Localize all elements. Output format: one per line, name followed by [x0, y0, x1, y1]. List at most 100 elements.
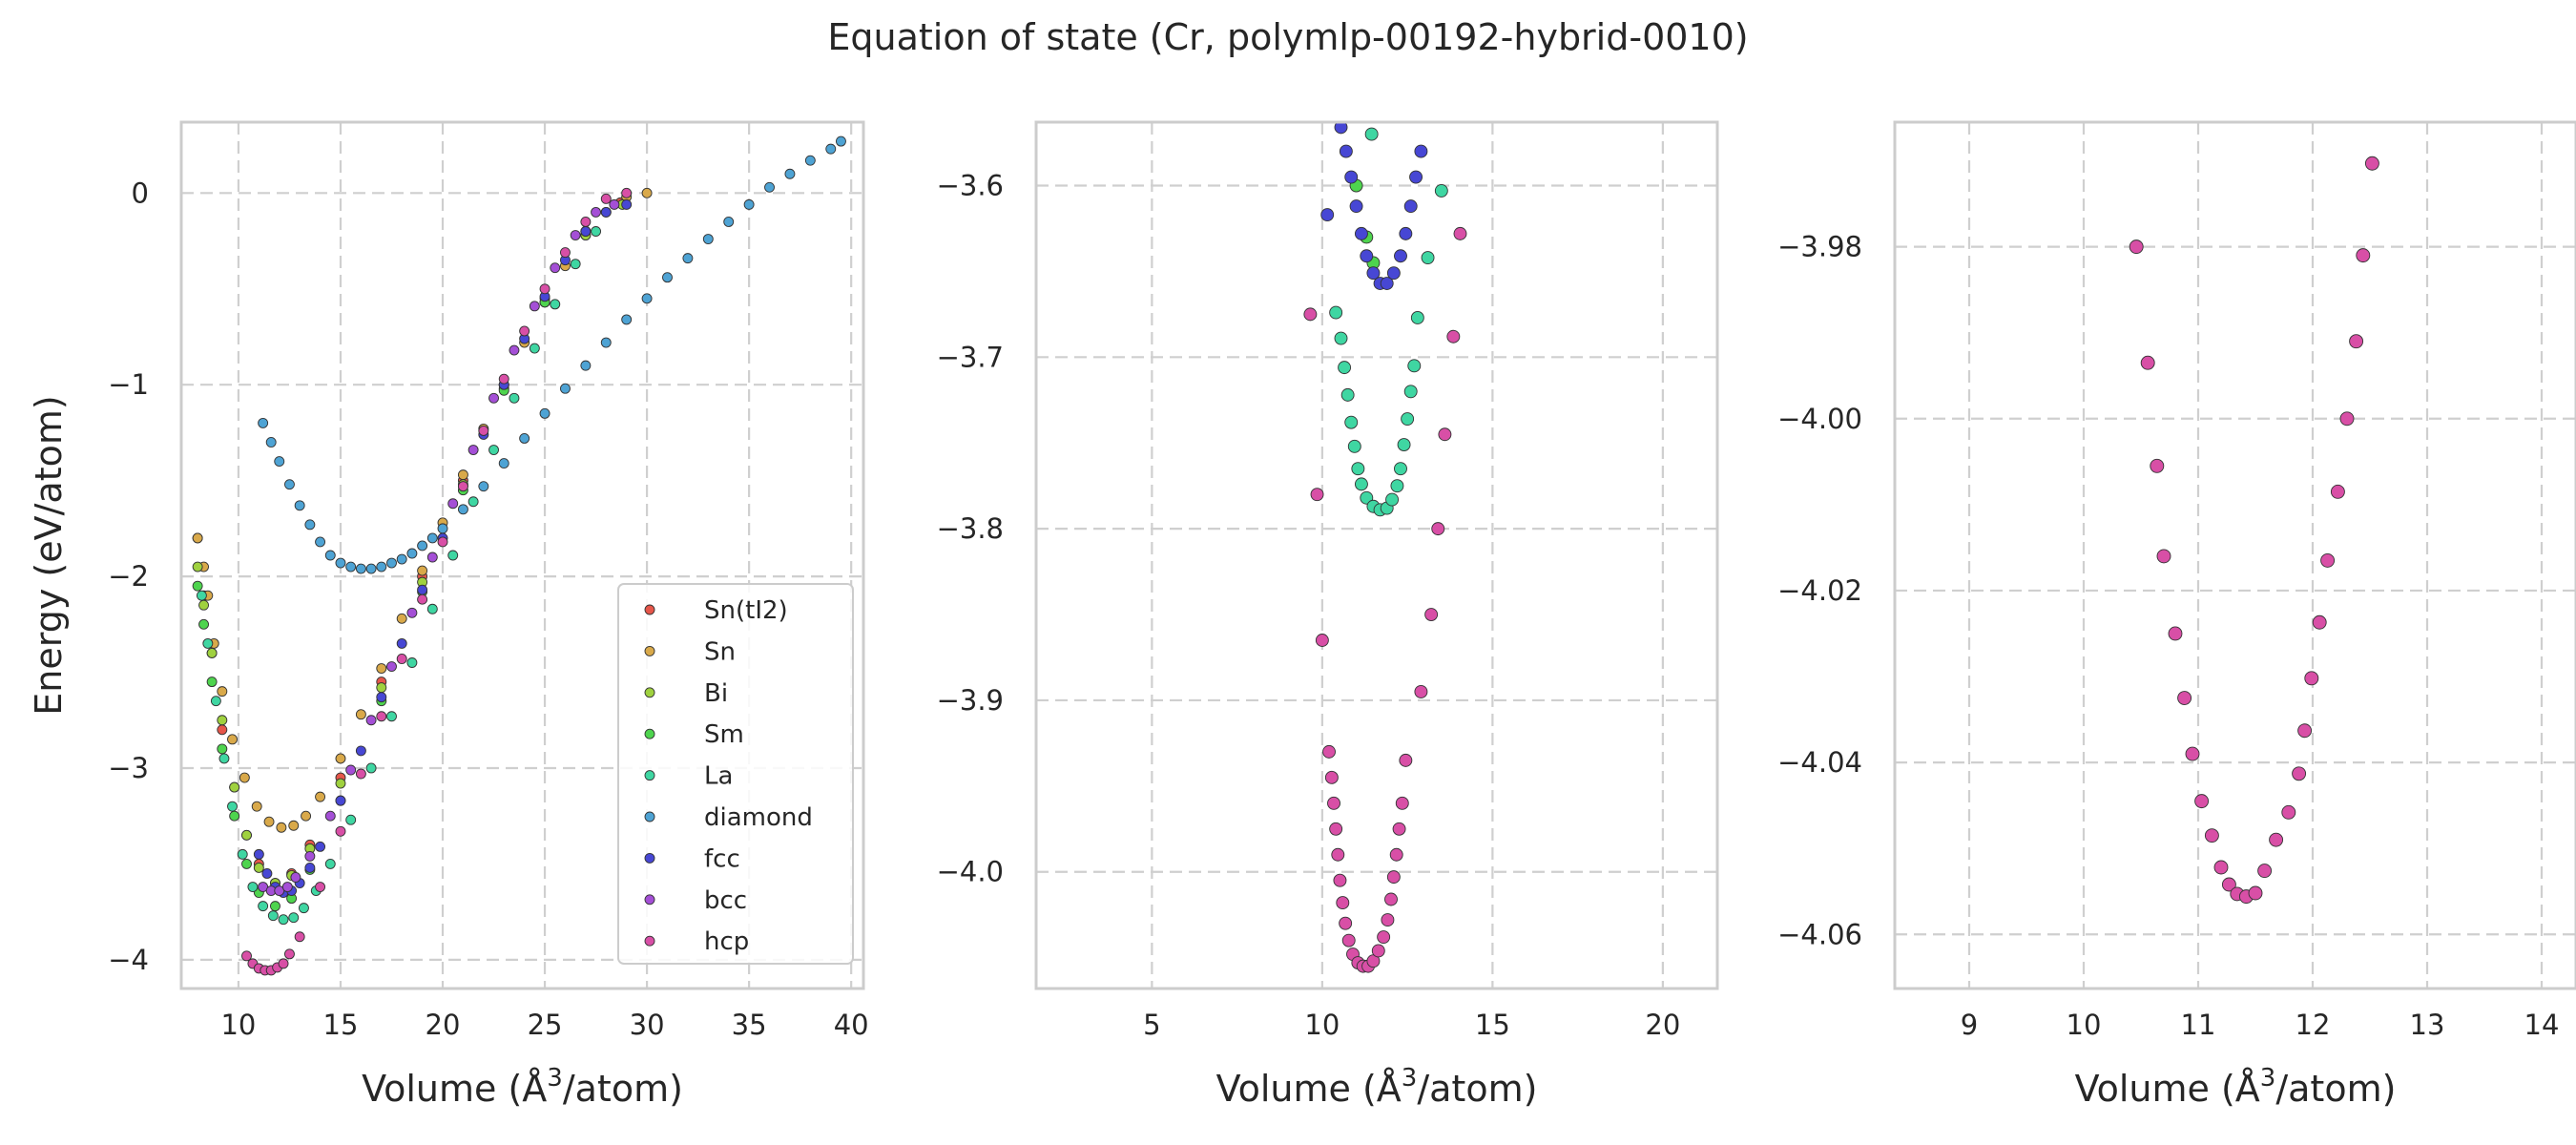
data-point-sn [641, 187, 653, 198]
data-point-bcc [488, 392, 499, 404]
data-point-hcp [1381, 913, 1395, 927]
data-point-hcp [1310, 488, 1324, 502]
data-point-fcc [1386, 266, 1401, 281]
data-point-diamond [406, 548, 418, 559]
data-point-hcp [2304, 671, 2319, 686]
data-point-hcp [315, 882, 326, 892]
data-point-hcp [1371, 944, 1385, 958]
data-point-hcp [1329, 822, 1343, 836]
data-point-la [1407, 359, 1422, 373]
data-point-hcp [2269, 832, 2284, 847]
data-points [192, 135, 846, 976]
data-point-diamond [437, 523, 448, 534]
data-point-la [1401, 412, 1415, 427]
data-point-bi [335, 778, 346, 789]
data-point-la [1329, 305, 1343, 320]
data-point-diamond [355, 563, 366, 574]
data-point-la [247, 882, 259, 892]
data-point-hcp [1386, 870, 1401, 885]
legend-marker-hcp [644, 935, 655, 947]
data-point-fcc [315, 841, 326, 852]
data-point-diamond [457, 504, 468, 515]
data-point-sm [198, 618, 209, 630]
x-tick-label: 30 [630, 1009, 665, 1041]
data-point-fcc [335, 795, 346, 806]
x-tick-label: 15 [323, 1009, 359, 1041]
x-tick-label: 20 [1645, 1009, 1680, 1041]
data-point-diamond [662, 272, 673, 283]
data-point-fcc [1366, 266, 1381, 281]
data-point-hcp [1324, 770, 1339, 784]
axes-frame [1893, 120, 2576, 990]
data-point-hcp [417, 593, 428, 605]
panel-zoom-1: 5 10 15 20 −4.0 −3.9 −3.8 −3.7 −3.6 Volume (Å3/at… [937, 120, 1719, 1110]
legend-label-la: La [704, 762, 733, 791]
y-tick-label: −4.02 [1777, 574, 1862, 607]
data-point-diamond [682, 253, 694, 264]
data-point-diamond [274, 456, 285, 468]
data-point-hcp [376, 711, 387, 722]
data-point-sn [335, 753, 346, 764]
data-point-diamond [365, 563, 377, 574]
data-point-sn [288, 820, 300, 831]
legend-marker-bcc [644, 894, 655, 906]
data-point-hcp [2221, 877, 2236, 892]
data-point-la [1340, 387, 1355, 402]
data-point-la [196, 590, 207, 601]
legend-marker-fcc [644, 852, 655, 864]
data-point-diamond [376, 561, 387, 572]
data-point-la [345, 814, 357, 825]
data-point-bi [217, 715, 228, 726]
data-point-sn [376, 663, 387, 674]
x-tick-label: 12 [2296, 1009, 2331, 1041]
legend-marker-bi [644, 687, 655, 698]
legend-marker-la [644, 770, 655, 781]
data-point-la [1351, 462, 1365, 476]
legend-label-fcc: fcc [704, 844, 740, 873]
data-point-hcp [1399, 753, 1413, 767]
data-point-la [1344, 415, 1359, 429]
y-tick-label: −3.98 [1777, 231, 1862, 263]
data-point-sm [206, 677, 218, 688]
data-point-la [218, 753, 230, 764]
data-point-la [591, 226, 602, 237]
data-point-fcc [1339, 144, 1353, 158]
y-tick-label: −3 [108, 752, 149, 784]
y-axis-label: Energy (eV/atom) [28, 395, 70, 715]
data-point-hcp [1392, 822, 1406, 836]
data-point-hcp [580, 217, 592, 227]
data-point-bcc [386, 661, 397, 672]
y-tick-label: −3.9 [937, 684, 1004, 717]
data-point-hcp [519, 325, 530, 337]
data-point-fcc [580, 226, 592, 237]
data-point-diamond [641, 293, 653, 304]
data-point-hcp [1333, 873, 1347, 887]
data-point-la [1354, 477, 1368, 491]
data-point-hcp [478, 425, 489, 436]
x-axis-label: Volume (Å3/atom) [1216, 1064, 1538, 1110]
data-point-sn [417, 565, 428, 576]
panel-zoom-2: 9 10 11 12 13 14 −4.06 −4.04 −4.02 −4.00 −3.98 Volu… [1777, 120, 2576, 1110]
data-point-diamond [258, 417, 269, 428]
data-point-hcp [284, 948, 295, 960]
data-point-hcp [335, 825, 346, 837]
data-point-fcc [1354, 226, 1368, 240]
data-point-sm [241, 858, 252, 869]
data-point-bcc [324, 810, 336, 822]
data-point-fcc [1360, 249, 1374, 263]
data-point-hcp [1389, 847, 1403, 862]
x-tick-label: 40 [834, 1009, 869, 1041]
data-point-hcp [294, 931, 305, 943]
data-point-diamond [417, 540, 428, 552]
data-point-diamond [315, 536, 326, 548]
data-point-hcp [2194, 794, 2210, 809]
legend-label-sn-ti2: Sn(tI2) [704, 596, 788, 625]
legend-marker-diamond [644, 811, 655, 822]
y-tick-label: 0 [132, 177, 149, 209]
x-tick-label: 9 [1961, 1009, 1978, 1041]
data-point-la [1334, 331, 1348, 345]
data-point-fcc [1334, 122, 1348, 135]
data-point-diamond [478, 481, 489, 492]
data-point-diamond [304, 519, 316, 531]
legend-label-bcc: bcc [704, 886, 747, 915]
